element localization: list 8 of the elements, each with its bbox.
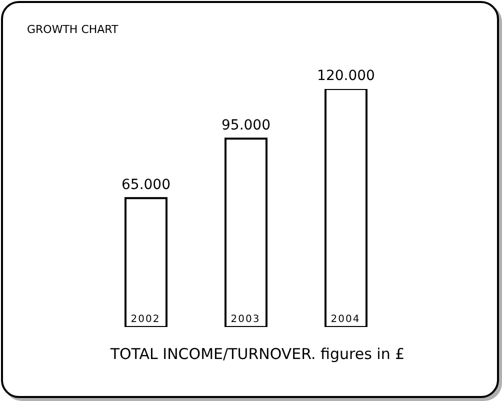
data-label: 120.000 xyxy=(317,68,375,84)
chart-title: GROWTH CHART xyxy=(27,23,118,36)
x-axis-title: TOTAL INCOME/TURNOVER. figures in £ xyxy=(109,345,405,363)
x-tick-label: 2003 xyxy=(230,314,260,325)
x-tick-label: 2004 xyxy=(330,314,360,325)
data-label: 65.000 xyxy=(122,177,170,194)
x-tick-label: 2002 xyxy=(130,314,160,325)
data-label: 95.000 xyxy=(222,118,270,134)
